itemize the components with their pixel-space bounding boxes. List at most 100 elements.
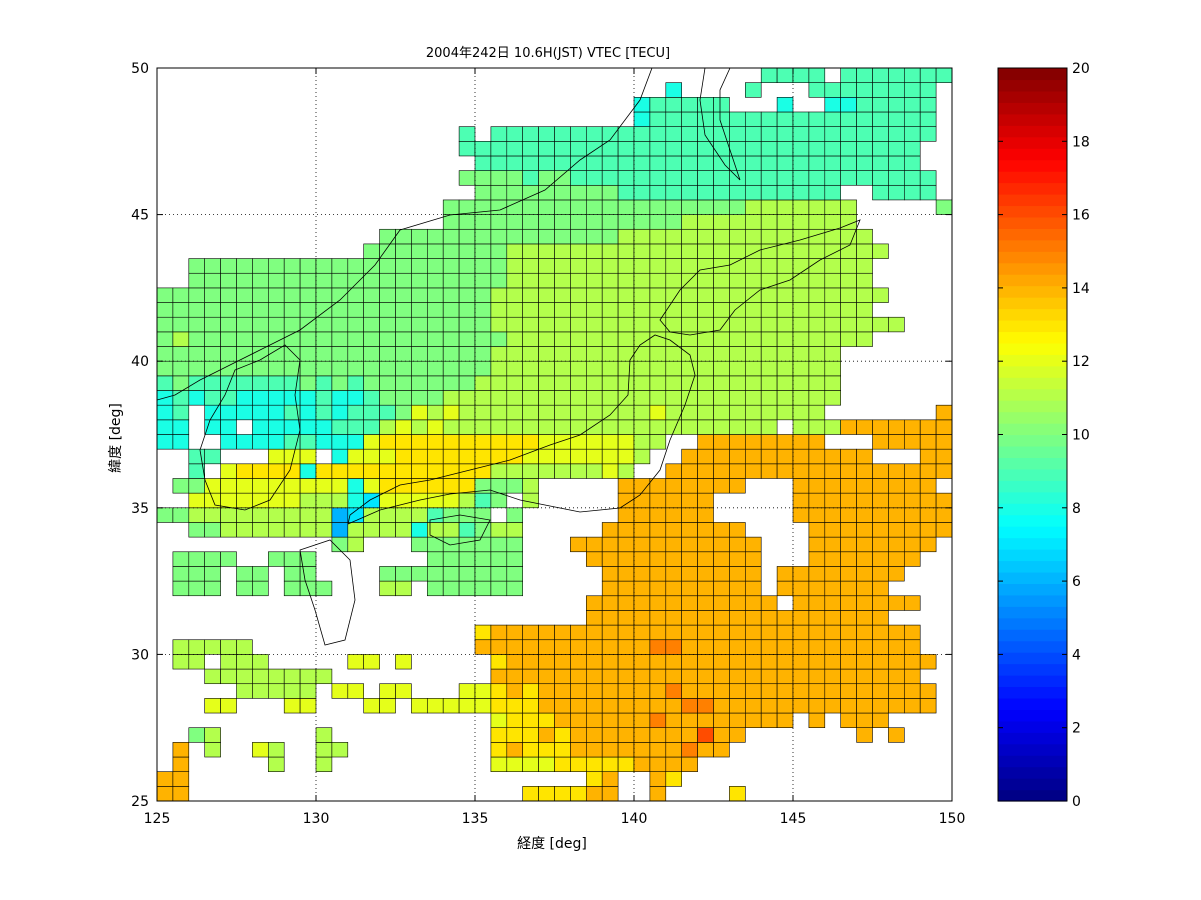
tec-cell [617,214,635,230]
tec-cell [172,316,190,333]
tec-cell [888,155,905,171]
tec-cell [490,566,508,582]
tec-cell [442,390,460,406]
tec-cell [729,360,746,377]
tec-cell [697,654,714,670]
tec-cell [585,536,603,553]
tec-cell [697,419,714,435]
tec-cell [363,654,380,670]
tec-cell [490,727,508,743]
tec-cell [665,580,682,597]
tec-cell [824,610,841,626]
y-tick-label: 25 [131,794,149,810]
tec-cell [395,346,412,362]
tec-cell [347,390,364,406]
tec-cell [697,331,714,347]
tec-cell [617,683,635,699]
tec-cell [538,360,555,377]
tec-cell [458,302,476,318]
tec-cell [506,214,523,230]
tec-cell [792,595,810,611]
tec-cell [426,463,444,479]
tec-cell [903,419,921,435]
colorbar-segment [998,377,1067,390]
tec-cell [395,302,412,318]
tec-cell [649,170,667,186]
tec-cell [617,302,635,318]
tec-cell [872,434,889,450]
tec-cell [283,419,301,435]
tec-cell [776,360,794,377]
tec-cell [315,360,333,377]
tec-cell [744,316,762,333]
tec-cell [856,170,873,186]
tec-cell [554,258,571,274]
tec-cell [903,624,921,641]
tec-cell [570,742,587,758]
tec-cell [490,434,508,450]
tec-cell [204,404,221,421]
tec-cell [204,580,221,597]
tec-cell [204,331,221,347]
tec-cell [872,639,889,655]
tec-cell [363,492,380,509]
tec-cell [697,302,714,318]
tec-cell [729,199,746,215]
tec-cell [283,492,301,509]
tec-cell [840,170,857,186]
tec-cell [157,302,174,318]
tec-cell [267,404,285,421]
tec-cell [601,448,619,465]
tec-cell [665,228,682,245]
tec-cell [601,346,619,362]
tec-cell [713,404,730,421]
tec-cell [554,639,571,655]
tec-cell [681,610,698,626]
tec-cell [665,419,682,435]
tec-cell [776,184,794,201]
tec-cell [506,184,523,201]
tec-cell [903,184,921,201]
tec-cell [856,287,873,303]
tec-cell [649,507,667,523]
tec-cell [522,243,539,259]
tec-cell [665,126,682,142]
tec-cell [824,331,841,347]
tec-cell [633,639,651,655]
tec-cell [617,316,635,333]
tec-cell [633,551,651,567]
tec-cell [856,639,873,655]
tec-cell [617,155,635,171]
tec-cell [411,434,428,450]
tec-cell [267,507,285,523]
tec-cell [744,155,762,171]
tec-cell [665,287,682,303]
tec-cell [220,522,237,538]
tec-cell [522,155,539,171]
tec-cell [570,448,587,465]
tec-cell [267,463,285,479]
tec-cell [888,478,905,494]
tec-cell [188,654,206,670]
tec-cell [299,390,317,406]
tec-cell [411,375,428,391]
tec-cell [426,331,444,347]
tec-cell [633,228,651,245]
tec-cell [506,316,523,333]
tec-cell [856,141,873,157]
tec-cell [442,228,460,245]
tec-cell [585,155,603,171]
tec-cell [442,243,460,259]
tec-cell [713,375,730,391]
tec-cell [395,463,412,479]
tec-cell [601,712,619,728]
tec-cell [347,492,364,509]
tec-cell [840,302,857,318]
tec-cell [888,434,905,450]
tec-cell [760,111,778,127]
tec-cell [315,375,333,391]
tec-cell [331,492,349,509]
tec-cell [760,214,778,230]
tec-cell [331,419,349,435]
tec-cell [442,698,460,714]
